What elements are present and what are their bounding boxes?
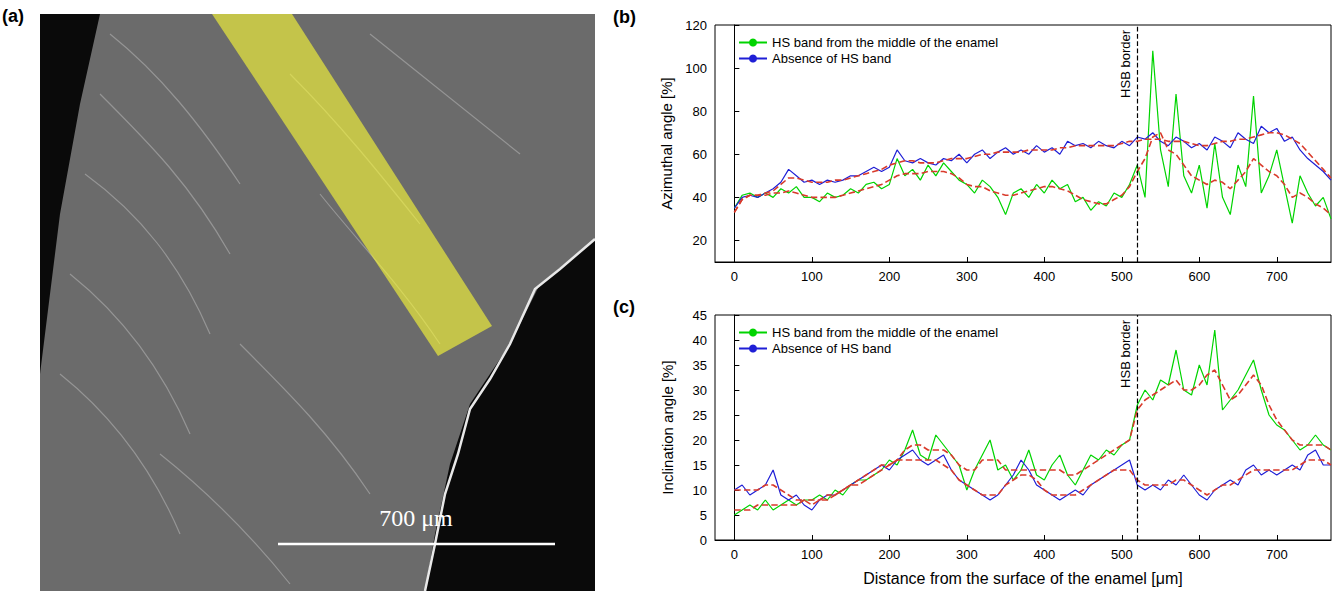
- svg-text:400: 400: [1033, 269, 1055, 284]
- svg-text:15: 15: [693, 458, 707, 473]
- svg-text:0: 0: [731, 547, 738, 562]
- svg-text:(c): (c): [613, 297, 635, 317]
- svg-text:20: 20: [693, 433, 707, 448]
- svg-text:10: 10: [693, 483, 707, 498]
- svg-text:HSB border: HSB border: [1118, 319, 1133, 388]
- svg-text:Absence of HS band: Absence of HS band: [772, 51, 891, 66]
- svg-text:HS band from the middle of the: HS band from the middle of the enamel: [772, 325, 998, 340]
- svg-text:300: 300: [956, 269, 978, 284]
- svg-text:500: 500: [1111, 269, 1133, 284]
- svg-text:HS band from the middle of the: HS band from the middle of the enamel: [772, 35, 998, 50]
- svg-text:700: 700: [1266, 547, 1288, 562]
- svg-text:700 μm: 700 μm: [379, 505, 453, 531]
- svg-text:20: 20: [693, 233, 707, 248]
- svg-text:40: 40: [693, 190, 707, 205]
- svg-text:Azimuthal angle [%]: Azimuthal angle [%]: [658, 77, 675, 210]
- svg-text:25: 25: [693, 408, 707, 423]
- svg-text:Inclination angle [%]: Inclination angle [%]: [659, 360, 676, 494]
- svg-text:40: 40: [693, 333, 707, 348]
- svg-text:30: 30: [693, 383, 707, 398]
- svg-text:300: 300: [956, 547, 978, 562]
- svg-text:Distance from the surface of t: Distance from the surface of the enamel …: [863, 570, 1183, 587]
- svg-text:120: 120: [685, 18, 707, 33]
- svg-text:100: 100: [801, 269, 823, 284]
- svg-text:600: 600: [1188, 547, 1210, 562]
- svg-text:700: 700: [1266, 269, 1288, 284]
- svg-text:600: 600: [1188, 269, 1210, 284]
- svg-text:(b): (b): [613, 7, 636, 27]
- svg-text:HSB border: HSB border: [1118, 29, 1133, 98]
- svg-text:Absence of HS band: Absence of HS band: [772, 341, 891, 356]
- svg-text:60: 60: [693, 147, 707, 162]
- svg-text:80: 80: [693, 104, 707, 119]
- html-text:(a): (a): [2, 6, 24, 26]
- svg-text:0: 0: [700, 533, 707, 548]
- svg-text:500: 500: [1111, 547, 1133, 562]
- svg-text:200: 200: [878, 547, 900, 562]
- svg-text:45: 45: [693, 308, 707, 323]
- svg-text:200: 200: [878, 269, 900, 284]
- svg-text:0: 0: [731, 269, 738, 284]
- svg-text:100: 100: [801, 547, 823, 562]
- svg-text:400: 400: [1033, 547, 1055, 562]
- svg-text:35: 35: [693, 358, 707, 373]
- svg-text:100: 100: [685, 61, 707, 76]
- svg-text:5: 5: [700, 508, 707, 523]
